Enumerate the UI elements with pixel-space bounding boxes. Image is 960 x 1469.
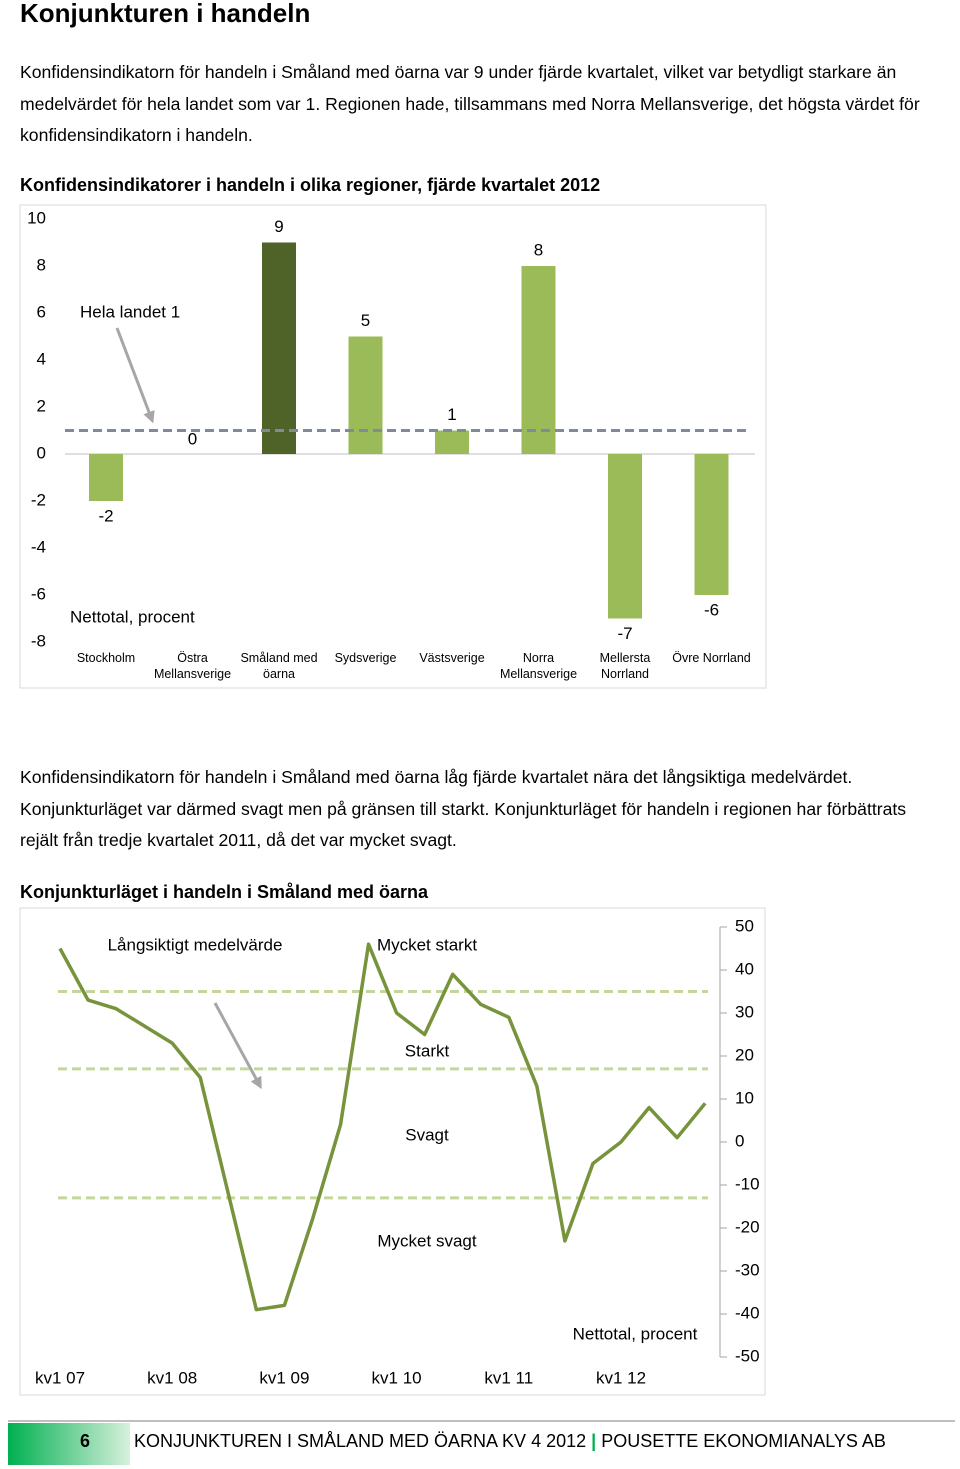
chart-frame [19, 204, 767, 689]
footer-separator: | [591, 1431, 597, 1451]
y-tick-label: 6 [37, 302, 46, 321]
footer-publisher: POUSETTE EKONOMIANALYS AB [601, 1431, 886, 1451]
chart-title: Konfidensindikatorer i handeln i olika r… [20, 175, 601, 195]
chart-frame [19, 907, 766, 1396]
x-tick-label: Östra Mellansverige [153, 651, 232, 681]
y-tick-label: -6 [31, 584, 46, 603]
x-tick-label: Övre Norrland [672, 651, 751, 665]
axis-label: Nettotal, procent [70, 607, 195, 626]
zone-label: Mycket starkt [377, 935, 477, 954]
x-tick-label: kv1 11 [484, 1368, 533, 1387]
reference-label: Hela landet 1 [80, 302, 180, 321]
y-tick-label: 0 [37, 443, 46, 462]
x-tick-label: kv1 09 [259, 1368, 309, 1387]
bar [435, 430, 469, 454]
data-line [58, 942, 707, 1312]
zone-label: Mycket svagt [377, 1231, 476, 1250]
bar [694, 454, 729, 595]
footer-text: KONJUNKTUREN I SMÅLAND MED ÖARNA KV 4 20… [134, 1431, 587, 1451]
y-tick-label: 4 [37, 349, 46, 368]
bar [262, 242, 296, 454]
x-tick-label: kv1 10 [372, 1368, 422, 1387]
y-tick-label: 8 [37, 255, 46, 274]
chart-title: Konjunkturläget i handeln i Småland med … [20, 882, 429, 902]
y-tick-label: 10 [27, 208, 46, 227]
bar [348, 336, 383, 454]
zone-label: Svagt [405, 1125, 449, 1144]
y-tick-label: -10 [735, 1174, 760, 1193]
x-tick-label: kv1 12 [596, 1368, 646, 1387]
paragraph: Konfidensindikatorn för handeln i Smålan… [20, 62, 920, 145]
x-tick-label: kv1 07 [35, 1368, 85, 1387]
value-label: 5 [361, 311, 370, 330]
annotation-arrow [213, 1002, 262, 1090]
page-title: Konjunkturen i handeln [20, 0, 311, 28]
y-tick-label: -2 [31, 490, 46, 509]
value-label: -7 [617, 624, 632, 643]
value-label: 1 [447, 405, 456, 424]
x-tick-label: Mellersta Norrland [599, 651, 651, 681]
y-tick-label: 40 [735, 959, 754, 978]
page-number-box [8, 1423, 130, 1465]
x-tick-label: Småland med öarna [240, 651, 318, 681]
page-number: 6 [79, 1431, 90, 1451]
x-tick-label: kv1 08 [147, 1368, 197, 1387]
y-tick-label: 20 [735, 1045, 754, 1064]
annotation-arrow [115, 327, 155, 424]
value-label: -2 [98, 506, 113, 525]
zone-label: Starkt [405, 1041, 450, 1060]
y-tick-label: -20 [735, 1217, 760, 1236]
y-tick-label: 50 [735, 916, 754, 935]
bar [521, 266, 556, 454]
y-tick-label: 30 [735, 1002, 754, 1021]
bar [608, 454, 642, 619]
y-tick-label: 2 [37, 396, 46, 415]
x-tick-label: Sydsverige [334, 651, 397, 665]
y-tick-label: -50 [735, 1346, 760, 1365]
y-tick-label: -8 [31, 631, 46, 650]
y-tick-label: -30 [735, 1260, 760, 1279]
y-tick-label: -40 [735, 1303, 760, 1322]
x-tick-label: Västsverige [419, 651, 485, 665]
y-tick-label: 10 [735, 1088, 754, 1107]
value-label: 0 [188, 429, 197, 448]
y-tick-label: -4 [31, 537, 46, 556]
footer-bar: KONJUNKTUREN I SMÅLAND MED ÖARNA KV 4 20… [134, 1431, 886, 1452]
axis-label: Nettotal, procent [573, 1324, 698, 1343]
paragraph: Konfidensindikatorn för handeln i Smålan… [20, 767, 907, 850]
x-tick-label: Stockholm [76, 651, 136, 665]
reference-label: Långsiktigt medelvärde [108, 935, 283, 954]
value-label: 9 [274, 217, 283, 236]
bar [89, 454, 123, 501]
value-label: 8 [534, 240, 543, 259]
x-tick-label: Norra Mellansverige [499, 651, 578, 681]
y-tick-label: 0 [735, 1131, 744, 1150]
value-label: -6 [704, 600, 719, 619]
